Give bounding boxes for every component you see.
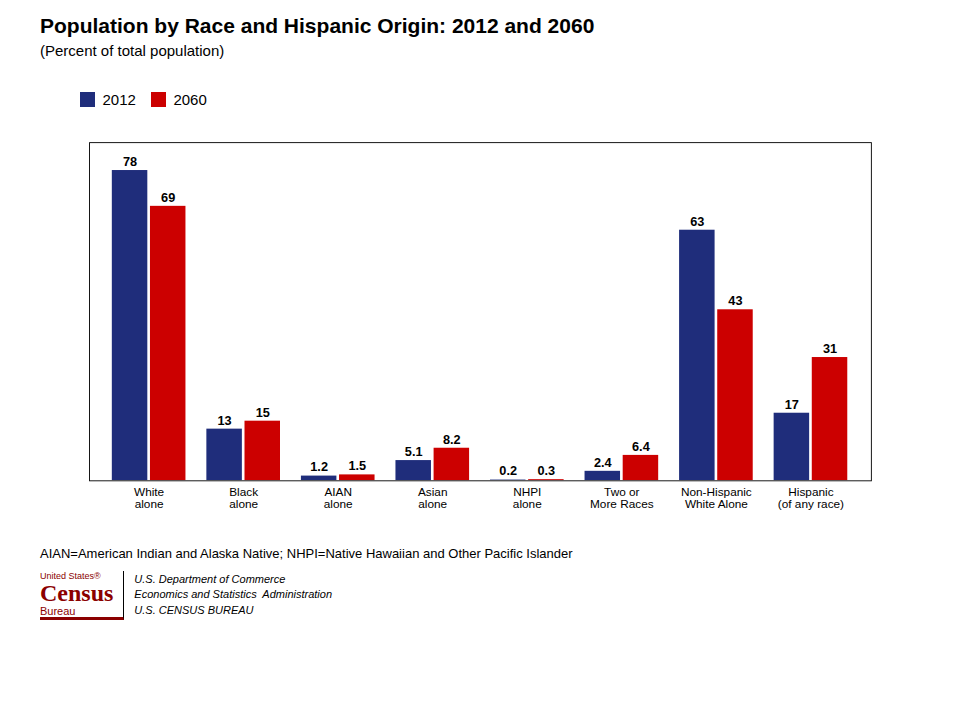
svg-text:1.5: 1.5 — [348, 458, 366, 473]
html-text:U.S. CENSUS BUREAU: U.S. CENSUS BUREAU — [134, 603, 254, 616]
html-text:U.S. Department of Commerce: U.S. Department of Commerce — [134, 572, 286, 585]
html-text:United States®: United States® — [40, 570, 101, 581]
svg-text:0.3: 0.3 — [537, 463, 555, 478]
svg-text:Asianalone: Asianalone — [418, 485, 448, 511]
svg-text:NHPIalone: NHPIalone — [513, 485, 542, 511]
html-text:Economics and Statistics Admin: Economics and Statistics Administration — [134, 588, 332, 601]
svg-text:AIANalone: AIANalone — [324, 485, 353, 511]
html-text:2012: 2012 — [102, 91, 136, 108]
svg-text:2.4: 2.4 — [594, 454, 612, 469]
svg-text:Whitealone: Whitealone — [134, 485, 165, 511]
html-text:AIAN=American Indian and Alask: AIAN=American Indian and Alaska Native; … — [40, 545, 573, 561]
html-text:Population by Race and Hispani: Population by Race and Hispanic Origin: … — [40, 14, 595, 37]
svg-text:Two orMore Races: Two orMore Races — [590, 485, 654, 511]
svg-text:17: 17 — [785, 396, 799, 411]
svg-text:13: 13 — [217, 412, 231, 427]
svg-text:31: 31 — [823, 340, 837, 355]
svg-text:5.1: 5.1 — [405, 443, 423, 458]
html-text:Census: Census — [40, 579, 114, 606]
svg-text:43: 43 — [728, 293, 742, 308]
svg-text:Blackalone: Blackalone — [229, 485, 258, 511]
svg-text:6.4: 6.4 — [632, 438, 650, 453]
svg-text:63: 63 — [690, 213, 704, 228]
svg-text:Non-HispanicWhite Alone: Non-HispanicWhite Alone — [681, 485, 752, 511]
svg-text:0.2: 0.2 — [499, 463, 517, 478]
svg-text:78: 78 — [123, 153, 137, 168]
svg-text:69: 69 — [161, 189, 175, 204]
svg-text:15: 15 — [256, 404, 270, 419]
svg-text:1.2: 1.2 — [310, 459, 328, 474]
svg-text:8.2: 8.2 — [443, 431, 461, 446]
svg-text:Hispanic(of any race): Hispanic(of any race) — [778, 485, 844, 511]
html-text:(Percent of total population): (Percent of total population) — [40, 42, 225, 59]
html-text:Bureau: Bureau — [40, 604, 76, 617]
html-text:2060: 2060 — [173, 91, 207, 108]
